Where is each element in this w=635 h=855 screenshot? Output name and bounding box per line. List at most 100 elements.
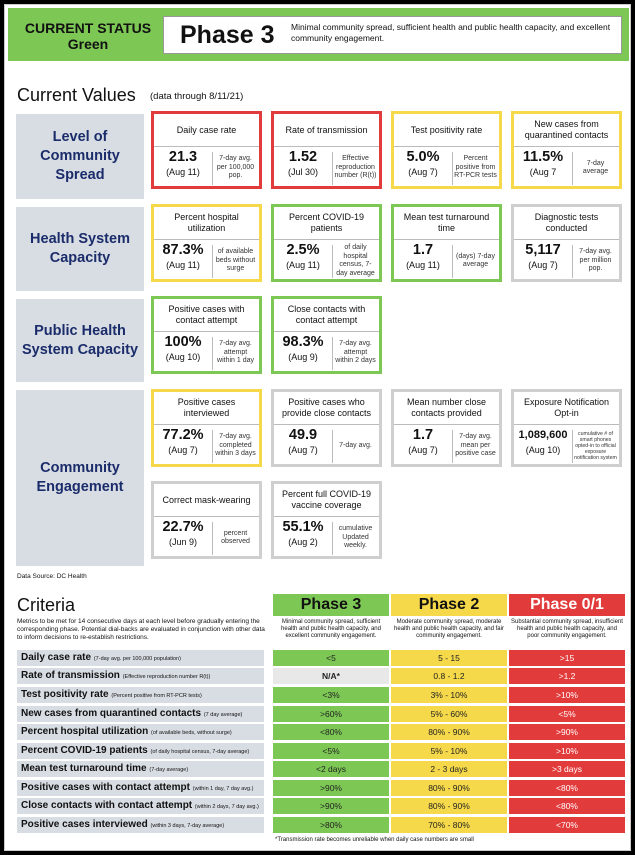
criteria-metric-note: (within 2 days, 7 day avg.) xyxy=(194,804,259,810)
divider xyxy=(514,424,619,425)
data-through-date: (data through 8/11/21) xyxy=(150,91,244,102)
phase3-threshold: N/A* xyxy=(273,668,389,684)
criteria-metric: Daily case rate xyxy=(21,652,92,663)
card-note: Effective reproduction number (R(t)) xyxy=(334,155,377,180)
phase-box: Phase 3 Minimal community spread, suffic… xyxy=(163,16,622,54)
phase3-threshold: <5 xyxy=(273,650,389,666)
card-value: 1.52 xyxy=(288,149,318,165)
card-date: (Jul 30) xyxy=(287,167,318,177)
card-note: of daily hospital census, 7-day average xyxy=(336,244,375,277)
phase-description: Minimal community spread, sufficient hea… xyxy=(291,22,611,43)
divider xyxy=(154,239,259,240)
phase01-threshold: >10% xyxy=(509,687,625,703)
criteria-metric: Percent COVID-19 patients xyxy=(21,745,148,756)
criteria-title: Criteria xyxy=(17,595,76,615)
criteria-metric: Mean test turnaround time xyxy=(21,763,147,774)
criteria-metric-note: (Effective reproduction number R(t)) xyxy=(122,674,211,680)
card-title: Test positivity rate xyxy=(410,124,483,135)
criteria-row: New cases from quarantined contacts (7 d… xyxy=(17,706,628,723)
card-note: 7-day avg. completed within 3 days xyxy=(215,433,256,458)
criteria-label: Test positivity rate (Percent positive f… xyxy=(17,687,264,703)
divider xyxy=(332,430,333,463)
divider xyxy=(572,430,573,463)
status-header: CURRENT STATUS Green Phase 3 Minimal com… xyxy=(8,8,629,61)
card-date: (Aug 7 xyxy=(529,167,557,177)
criteria-row: Rate of transmission (Effective reproduc… xyxy=(17,668,628,685)
phase2-threshold: 0.8 - 1.2 xyxy=(391,668,507,684)
criteria-metric: Close contacts with contact attempt xyxy=(21,800,193,811)
card-title: New cases from quarantined contacts xyxy=(524,119,609,140)
card-note: of available beds without surge xyxy=(215,248,256,273)
phase3-title: Phase 3 xyxy=(273,594,389,616)
criteria-metric: Positive cases interviewed xyxy=(21,819,148,830)
criteria-metric-note: (of daily hospital census, 7-day average… xyxy=(150,749,250,755)
card-close-contacts-attempt: Close contacts with contact attempt 98.3%… xyxy=(271,296,382,374)
criteria-label: Daily case rate (7-day avg. per 100,000 … xyxy=(17,650,264,666)
card-title: Exposure Notification Opt-in xyxy=(523,397,610,418)
category-community-spread: Level of Community Spread xyxy=(16,114,144,199)
card-title: Mean test turnaround time xyxy=(403,212,490,233)
phase01-description: Substantial community spread, insufficie… xyxy=(511,619,623,639)
card-date: (Aug 2) xyxy=(288,537,318,547)
phase01-threshold: >90% xyxy=(509,724,625,740)
divider xyxy=(212,152,213,185)
card-vaccine-coverage: Percent full COVID-19 vaccine coverage 55… xyxy=(271,481,382,559)
card-value: 1.7 xyxy=(412,242,434,258)
card-note: 7-day avg. per 100,000 pop. xyxy=(216,155,255,180)
card-value: 87.3% xyxy=(162,242,204,258)
card-diagnostic-tests: Diagnostic tests conducted 5,117 (Aug 7) 7-… xyxy=(511,204,622,282)
card-title: Rate of transmission xyxy=(285,124,368,135)
card-title: Diagnostic tests conducted xyxy=(534,212,599,233)
card-title: Positive cases interviewed xyxy=(177,397,236,418)
phase2-threshold: 80% - 90% xyxy=(391,780,507,796)
divider xyxy=(274,424,379,425)
current-values-title: Current Values xyxy=(17,85,136,105)
category-community-engagement: Community Engagement xyxy=(16,390,144,566)
criteria-metric-note: (of available beds, without surge) xyxy=(151,730,232,736)
divider xyxy=(452,245,453,278)
card-title: Percent full COVID-19 vaccine coverage xyxy=(281,489,372,510)
card-value: 98.3% xyxy=(282,334,324,350)
phase3-column-header: Phase 3 Minimal community spread, suffic… xyxy=(273,594,389,640)
card-value: 22.7% xyxy=(162,519,204,535)
phase2-threshold: 5% - 10% xyxy=(391,743,507,759)
divider xyxy=(212,245,213,278)
phase3-threshold: <2 days xyxy=(273,761,389,777)
divider xyxy=(332,522,333,555)
criteria-metric-note: (7-day average) xyxy=(149,767,189,773)
divider xyxy=(572,245,573,278)
criteria-row: Close contacts with contact attempt (wit… xyxy=(17,798,628,815)
divider xyxy=(332,152,333,185)
card-date: (Aug 9) xyxy=(288,352,318,362)
card-title: Positive cases with contact attempt xyxy=(168,304,245,325)
criteria-row: Positive cases interviewed (within 3 day… xyxy=(17,817,628,834)
criteria-label: Close contacts with contact attempt (wit… xyxy=(17,798,264,814)
card-date: (Aug 11) xyxy=(406,260,440,270)
card-note: 7-day average xyxy=(582,159,609,176)
phase2-threshold: 80% - 90% xyxy=(391,798,507,814)
card-mask-wearing: Correct mask-wearing 22.7% (Jun 9) percent … xyxy=(151,481,262,559)
divider xyxy=(274,516,379,517)
phase2-threshold: 2 - 3 days xyxy=(391,761,507,777)
card-note: cumulative # of smart phones opted-in to… xyxy=(574,431,617,461)
phase2-column-header: Phase 2 Moderate community spread, moder… xyxy=(391,594,507,640)
transmission-footnote: *Transmission rate becomes unreliable wh… xyxy=(275,837,474,843)
card-title: Close contacts with contact attempt xyxy=(287,304,366,325)
criteria-metric: Test positivity rate xyxy=(21,689,109,700)
card-value: 77.2% xyxy=(162,427,204,443)
card-title: Mean number close contacts provided xyxy=(406,397,487,418)
divider xyxy=(394,424,499,425)
divider xyxy=(514,146,619,147)
card-hospital-utilization: Percent hospital utilization 87.3% (Aug 11… xyxy=(151,204,262,282)
divider xyxy=(154,146,259,147)
phase2-threshold: 5% - 60% xyxy=(391,706,507,722)
card-value: 1.7 xyxy=(412,427,434,443)
card-date: (Aug 11) xyxy=(286,260,320,270)
card-note: 7-day avg. xyxy=(339,441,372,449)
card-date: (Aug 7) xyxy=(168,445,198,455)
criteria-label: Positive cases interviewed (within 3 day… xyxy=(17,817,264,833)
criteria-row: Percent COVID-19 patients (of daily hosp… xyxy=(17,743,628,760)
card-date: (Aug 7) xyxy=(408,445,438,455)
criteria-row: Positive cases with contact attempt (wit… xyxy=(17,780,628,797)
criteria-metric: Rate of transmission xyxy=(21,670,120,681)
